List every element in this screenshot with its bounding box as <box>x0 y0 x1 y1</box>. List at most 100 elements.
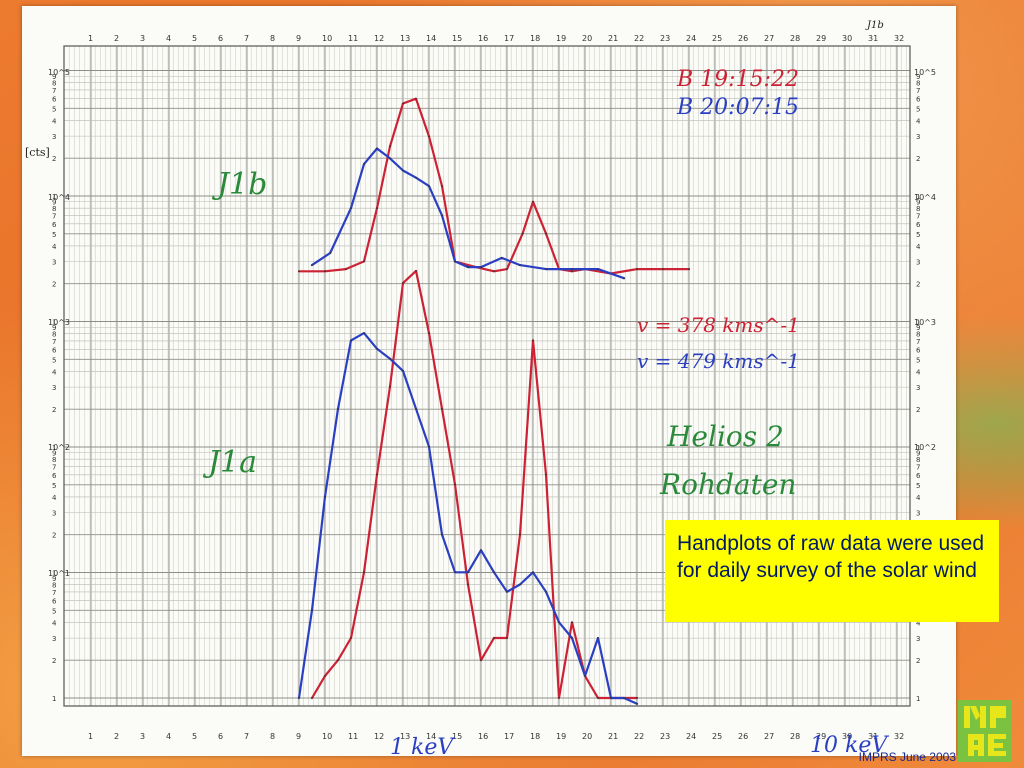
x-tick-label-top: 20 <box>582 34 592 43</box>
j1a-blue-series-point <box>298 697 300 699</box>
y-minor-tick-label: 3 <box>52 259 56 267</box>
y-minor-tick-label: 4 <box>52 117 57 125</box>
y-minor-tick-label-right: 4 <box>916 243 921 251</box>
j1b-red-series-point <box>415 97 417 100</box>
j1b-red-series-point <box>428 135 430 138</box>
j1a-red-series-point <box>454 483 456 486</box>
x-tick-label-bottom: 19 <box>556 732 566 741</box>
x-tick-label-bottom: 6 <box>218 732 223 741</box>
x-tick-label-bottom: 18 <box>530 732 540 741</box>
y-minor-tick-label-right: 7 <box>916 338 920 346</box>
y-decade-label-right: 10^4 <box>914 193 936 202</box>
j1a-blue-series-point <box>545 590 547 593</box>
j1b-blue-series-point <box>571 268 573 271</box>
x-tick-label-top: 3 <box>140 34 145 43</box>
y-minor-tick-label: 2 <box>52 657 56 665</box>
x-tick-label-top: 13 <box>400 34 410 43</box>
j1a-red-series-point <box>545 473 547 476</box>
j1b-blue-series-point <box>311 264 313 267</box>
j1a-blue-series-point <box>610 697 612 699</box>
x-tick-label-top: 23 <box>660 34 670 43</box>
x-tick-label-bottom: 3 <box>140 732 145 741</box>
j1a-blue-series-point <box>415 407 417 410</box>
j1a-red-series-point <box>571 621 573 624</box>
y-decade-label: 10^2 <box>48 443 70 452</box>
y-minor-tick-label: 5 <box>52 482 56 490</box>
y-minor-tick-label-right: 7 <box>916 87 920 95</box>
x-tick-label-bottom: 1 <box>88 732 93 741</box>
y-minor-tick-label: 8 <box>52 205 56 213</box>
x-tick-label-top: 8 <box>270 34 275 43</box>
x-tick-label-bottom: 32 <box>894 732 904 741</box>
j1a-red-series-point <box>467 583 469 586</box>
j1a-blue-series-point <box>376 347 378 350</box>
y-minor-tick-label: 3 <box>52 510 56 518</box>
y-minor-tick-label-right: 3 <box>916 384 920 392</box>
x-tick-label-bottom: 9 <box>296 732 301 741</box>
y-minor-tick-label-right: 3 <box>916 259 920 267</box>
caption-box: Handplots of raw data were used for dail… <box>665 520 999 622</box>
y-minor-tick-label-right: 5 <box>916 105 920 113</box>
j1b-red-series-point <box>389 145 391 148</box>
y-minor-tick-label-right: 2 <box>916 657 920 665</box>
j1b-blue-series-point <box>545 268 547 271</box>
y-minor-tick-label: 6 <box>52 597 57 605</box>
y-minor-tick-label: 5 <box>52 231 56 239</box>
y-minor-tick-label: 4 <box>52 619 57 627</box>
y-minor-tick-label-right: 7 <box>916 463 920 471</box>
x-tick-label-top: 12 <box>374 34 384 43</box>
j1a-blue-series-point <box>402 370 404 372</box>
x-tick-label-top: 22 <box>634 34 644 43</box>
j1b-blue-series-point <box>441 214 443 217</box>
j1b-red-series-point <box>662 268 664 271</box>
y-minor-tick-label-right: 6 <box>916 346 921 354</box>
j1a-red-series-point <box>441 407 443 410</box>
y-minor-tick-label-right: 5 <box>916 356 920 364</box>
y-minor-tick-label: 1 <box>52 444 56 452</box>
j1a-blue-series-point <box>493 571 495 574</box>
y-minor-tick-label-right: 9 <box>916 73 920 81</box>
legend-red-time: B 19:15:22 <box>676 67 799 92</box>
y-minor-tick-label: 2 <box>52 532 56 540</box>
x-tick-label-bottom: 27 <box>764 732 774 741</box>
y-minor-tick-label-right: 2 <box>916 281 920 289</box>
y-minor-tick-label-right: 4 <box>916 117 921 125</box>
x-tick-label-top: 26 <box>738 34 748 43</box>
y-minor-tick-label: 7 <box>52 338 56 346</box>
j1b-red-series-point <box>521 232 524 235</box>
j1a-red-series-point <box>402 282 404 284</box>
j1b-blue-series-point <box>363 163 365 165</box>
y-minor-tick-label-right: 3 <box>916 133 920 141</box>
y-minor-tick-label-right: 9 <box>916 324 920 332</box>
y-minor-tick-label-right: 4 <box>916 619 921 627</box>
j1a-blue-series-point <box>519 583 521 586</box>
y-minor-tick-label: 5 <box>52 356 56 364</box>
x-tick-label-bottom: 16 <box>478 732 488 741</box>
y-minor-tick-label: 8 <box>52 80 56 88</box>
y-minor-tick-label-right: 4 <box>916 494 921 502</box>
j1a-red-series-point <box>428 332 430 334</box>
y-minor-tick-label: 2 <box>52 155 56 163</box>
j1b-blue-series-point <box>402 169 404 172</box>
title-helios: Helios 2 <box>666 420 784 453</box>
j1b-red-series-point <box>441 185 443 188</box>
j1a-blue-series-point <box>597 637 599 639</box>
y-decade-label: 10^1 <box>48 569 70 578</box>
j1a-red-series-point <box>597 697 599 699</box>
j1a-blue-series-point <box>623 697 625 699</box>
x-tick-label-bottom: 24 <box>686 732 696 741</box>
x-tick-label-top: 30 <box>842 34 852 43</box>
j1b-blue-series-point <box>467 266 469 268</box>
legend-blue-time: B 20:07:15 <box>676 95 799 120</box>
y-minor-tick-label: 2 <box>52 406 56 414</box>
y-minor-tick-label-right: 9 <box>916 450 920 458</box>
y-minor-tick-label: 4 <box>52 494 57 502</box>
y-minor-tick-label-right: 1 <box>916 695 920 703</box>
j1b-red-series-point <box>402 102 404 105</box>
j1b-blue-series-point <box>376 147 378 150</box>
y-minor-tick-label-right: 1 <box>916 444 920 452</box>
j1a-red-series-point <box>337 659 339 662</box>
j1a-blue-series-point <box>584 674 586 677</box>
x-tick-label-top: 31 <box>868 34 878 43</box>
j1b-blue-series-point <box>415 176 417 179</box>
